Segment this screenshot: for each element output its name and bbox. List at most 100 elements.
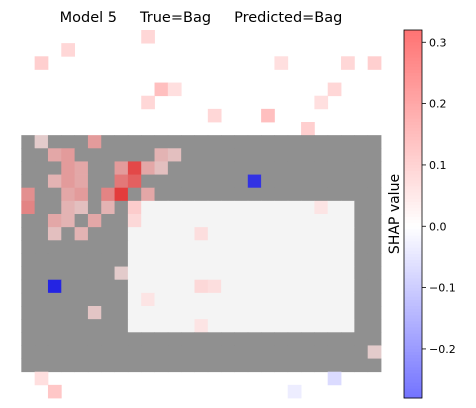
heatmap-cell xyxy=(354,266,369,281)
heatmap-cell xyxy=(101,253,115,267)
heatmap-cell xyxy=(167,332,182,346)
colorbar-gradient-band xyxy=(404,69,422,74)
colorbar-gradient-band xyxy=(404,164,422,169)
colorbar-gradient-band xyxy=(404,281,422,286)
heatmap-cell xyxy=(207,187,222,202)
heatmap-cell xyxy=(287,292,302,307)
colorbar-frame xyxy=(403,29,423,399)
heatmap-cell-shap xyxy=(127,200,142,215)
heatmap-cell xyxy=(221,214,235,228)
heatmap-cell xyxy=(367,279,382,294)
heatmap-cell xyxy=(354,306,369,320)
heatmap-cell xyxy=(287,174,302,189)
heatmap-cell xyxy=(301,187,315,202)
colorbar-gradient-band xyxy=(404,232,422,236)
heatmap-cell xyxy=(141,279,155,294)
heatmap-cell xyxy=(194,214,209,228)
heatmap-cell xyxy=(47,332,62,346)
colorbar-gradient-band xyxy=(404,174,422,178)
colorbar-gradient-band xyxy=(404,143,422,148)
heatmap-cell xyxy=(301,292,315,307)
heatmap-cell xyxy=(207,292,222,307)
heatmap-cell xyxy=(74,345,89,359)
heatmap-cell xyxy=(194,345,209,359)
heatmap-cell xyxy=(234,200,249,215)
heatmap-cell-shap xyxy=(34,371,49,386)
heatmap-cell xyxy=(327,161,342,175)
colorbar-gradient-band xyxy=(404,336,422,341)
heatmap-cell-shap xyxy=(167,82,182,97)
heatmap-cell xyxy=(194,306,209,320)
colorbar-gradient-band xyxy=(404,137,422,141)
colorbar-gradient-band xyxy=(404,100,422,105)
heatmap-cell xyxy=(354,148,369,162)
colorbar-gradient-band xyxy=(404,229,422,233)
heatmap-cell xyxy=(367,187,382,202)
colorbar-gradient-band xyxy=(404,275,422,279)
heatmap-cell xyxy=(114,358,129,373)
heatmap-cell xyxy=(341,214,355,228)
colorbar-gradient-band xyxy=(404,180,422,184)
heatmap-cell xyxy=(301,358,315,373)
colorbar-gradient-band xyxy=(404,125,422,129)
heatmap-cell xyxy=(221,332,235,346)
heatmap-cell-shap xyxy=(101,187,115,202)
heatmap-cell xyxy=(247,253,262,267)
heatmap-cell-shap xyxy=(47,174,62,189)
heatmap-cell xyxy=(181,279,195,294)
heatmap-cell xyxy=(207,332,222,346)
heatmap-cell xyxy=(247,266,262,281)
heatmap-cell xyxy=(167,292,182,307)
heatmap-cell xyxy=(21,253,36,267)
heatmap-cell xyxy=(61,345,76,359)
heatmap-cell xyxy=(301,319,315,333)
heatmap-cell xyxy=(234,240,249,254)
colorbar-gradient-band xyxy=(404,266,422,270)
heatmap-cell xyxy=(274,187,289,202)
colorbar-gradient-band xyxy=(404,364,422,368)
heatmap-cell-shap xyxy=(154,161,169,175)
heatmap-cell xyxy=(114,345,129,359)
heatmap-cell xyxy=(47,253,62,267)
heatmap-cell xyxy=(87,332,102,346)
heatmap-cell xyxy=(101,345,115,359)
heatmap-cell-shap xyxy=(74,227,89,241)
colorbar-gradient-band xyxy=(404,287,422,292)
colorbar-gradient-band xyxy=(404,161,422,166)
heatmap-cell xyxy=(141,345,155,359)
heatmap-cell xyxy=(287,319,302,333)
heatmap-cell xyxy=(314,253,329,267)
heatmap-cell xyxy=(127,345,142,359)
colorbar-gradient-band xyxy=(404,238,422,243)
heatmap-cell xyxy=(327,227,342,241)
heatmap-cell xyxy=(274,200,289,215)
heatmap-cell xyxy=(21,240,36,254)
heatmap-cell xyxy=(274,240,289,254)
heatmap-cell xyxy=(354,319,369,333)
heatmap-cell xyxy=(274,279,289,294)
heatmap-cell xyxy=(354,292,369,307)
heatmap-cell-shap xyxy=(114,187,129,202)
heatmap-cell-shap xyxy=(194,279,209,294)
heatmap-cell-shap xyxy=(87,306,102,320)
heatmap-cell xyxy=(167,200,182,215)
heatmap-cell xyxy=(367,135,382,149)
heatmap-cell xyxy=(354,174,369,189)
heatmap-cell xyxy=(181,187,195,202)
heatmap-cell xyxy=(354,187,369,202)
heatmap-cell-shap xyxy=(61,161,76,175)
heatmap-cell xyxy=(127,279,142,294)
heatmap-cell xyxy=(181,214,195,228)
heatmap-cell xyxy=(327,279,342,294)
heatmap-cell xyxy=(261,279,275,294)
heatmap-cell xyxy=(354,240,369,254)
heatmap-cell xyxy=(114,332,129,346)
colorbar-gradient-band xyxy=(404,85,422,89)
heatmap-cell xyxy=(221,200,235,215)
heatmap-cell-shap xyxy=(34,135,49,149)
colorbar-gradient-band xyxy=(404,42,422,46)
colorbar-gradient-band xyxy=(404,82,422,86)
heatmap-cell xyxy=(247,279,262,294)
heatmap-cell xyxy=(154,135,169,149)
heatmap-cell xyxy=(101,161,115,175)
